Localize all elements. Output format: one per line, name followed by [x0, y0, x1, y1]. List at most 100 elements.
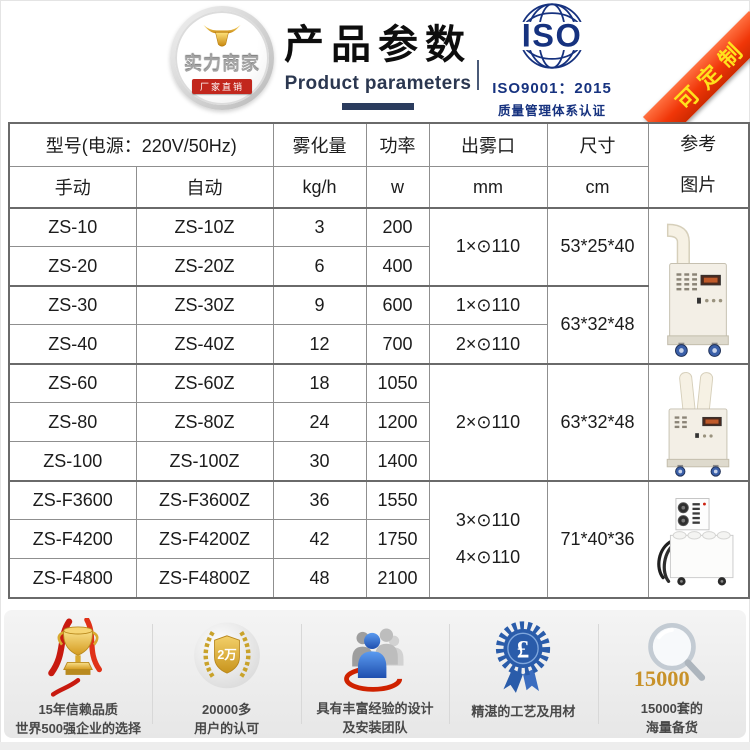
badge-text-line1: 具有丰富经验的设计 [316, 701, 434, 717]
table-row: ZS-10 ZS-10Z 3 200 1×⊙110 53*25*40 [8, 206, 750, 365]
product-image-medium [647, 362, 750, 482]
col-header-atomization: 雾化量 [272, 122, 367, 168]
cell-auto: ZS-60Z [135, 362, 274, 404]
cell-outlet: 3×⊙110 4×⊙110 [428, 479, 548, 599]
page-subtitle: Product parameters [284, 73, 472, 94]
badge-craftsmanship: £ 精湛的工艺及用材 [449, 610, 597, 738]
col-header-model: 型号(电源：220V/50Hz) [8, 122, 274, 168]
cell-manual: ZS-F4800 [8, 558, 137, 599]
cell-atomization: 24 [272, 402, 367, 443]
col-header-atomization-unit: kg/h [272, 166, 367, 209]
badge-text-line2: 用户的认可 [194, 720, 260, 736]
col-header-auto: 自动 [135, 166, 274, 209]
cell-auto: ZS-F4800Z [135, 558, 274, 599]
cell-manual: ZS-F4200 [8, 519, 137, 560]
brand-logo: 实力商家 厂家直销 [170, 6, 276, 112]
team-icon [337, 618, 413, 697]
badge-team-text: 具有丰富经验的设计 及安装团队 [317, 700, 434, 738]
cell-auto: ZS-100Z [135, 441, 274, 482]
table-row: ZS-40 ZS-40Z 12 700 2×⊙110 [8, 324, 749, 365]
footer-badges: 15年信赖品质 世界500强企业的选择 [4, 610, 746, 738]
cell-outlet: 2×⊙110 [428, 324, 548, 365]
cell-atomization: 18 [272, 362, 367, 404]
cell-power: 1750 [365, 519, 430, 560]
cell-auto: ZS-80Z [135, 402, 274, 443]
cell-power: 200 [365, 206, 430, 248]
cell-outlet: 2×⊙110 [428, 362, 548, 482]
iso-cert-text: 质量管理体系认证 [497, 104, 606, 118]
badge-text-line1: 15年信赖品质 [38, 702, 118, 717]
cell-manual: ZS-10 [8, 206, 137, 248]
cell-atomization: 36 [272, 479, 367, 521]
logo-inner: 实力商家 厂家直销 [175, 11, 269, 105]
table-row: ZS-100 ZS-100Z 30 1400 [8, 441, 749, 482]
product-image-large [647, 479, 750, 599]
cell-power: 1050 [365, 362, 430, 404]
humidifier-single-pipe-image [667, 223, 730, 357]
cell-power: 700 [365, 324, 430, 365]
table-row: ZS-F3600 ZS-F3600Z 36 1550 3×⊙110 4×⊙110… [8, 479, 750, 599]
col-header-power-unit: w [365, 166, 430, 209]
cell-atomization: 6 [272, 246, 367, 287]
badge-quality: 15年信赖品质 世界500强企业的选择 [4, 610, 152, 738]
cell-manual: ZS-20 [8, 246, 137, 287]
cell-atomization: 3 [272, 206, 367, 248]
col-header-power: 功率 [365, 122, 430, 168]
badge-text-line2: 世界500强企业的选择 [15, 720, 142, 736]
badge-text-line1: 15000套的 [640, 701, 703, 717]
cell-power: 600 [365, 284, 430, 326]
iso-standard-text: ISO9001：2015 [492, 80, 612, 97]
cell-outlet: 1×⊙110 [428, 284, 548, 326]
rosette-seal-icon: £ [486, 618, 560, 700]
cell-auto: ZS-F3600Z [135, 479, 274, 521]
badge-quality-text: 15年信赖品质 世界500强企业的选择 [15, 701, 141, 739]
stock-count-text: 15000 [634, 666, 690, 691]
cell-atomization: 42 [272, 519, 367, 560]
cell-atomization: 12 [272, 324, 367, 365]
badge-stock-text: 15000套的 海量备货 [641, 700, 703, 738]
badge-craftsmanship-text: 精湛的工艺及用材 [471, 703, 575, 722]
page-title: 产品参数 [284, 23, 472, 67]
cell-manual: ZS-60 [8, 362, 137, 404]
cell-auto: ZS-30Z [135, 284, 274, 326]
bull-icon [203, 24, 241, 46]
col-header-outlet: 出雾口 [428, 122, 548, 168]
iso-certification: ISO ISO9001：2015 质量管理体系认证 [486, 2, 618, 119]
badge-users: 2万 20000多 用户的认可 [152, 610, 300, 738]
badge-text-line2: 及安装团队 [342, 720, 408, 736]
table-row: ZS-F4800 ZS-F4800Z 48 2100 [8, 558, 749, 599]
cell-power: 2100 [365, 558, 430, 599]
cell-size: 71*40*36 [546, 479, 649, 599]
cell-manual: ZS-80 [8, 402, 137, 443]
cell-size: 53*25*40 [546, 206, 649, 287]
col-header-reference-line1: 参考 [680, 134, 717, 154]
cell-atomization: 48 [272, 558, 367, 599]
badge-stock: 15000 15000套的 海量备货 [597, 610, 746, 738]
cell-manual: ZS-100 [8, 441, 137, 482]
col-header-manual: 手动 [8, 166, 137, 209]
col-header-size-unit: cm [546, 166, 649, 209]
cell-manual: ZS-40 [8, 324, 137, 365]
table-header-row-2: 手动 自动 kg/h w mm cm [8, 166, 749, 209]
product-image-small [647, 206, 750, 365]
logo-ring: 实力商家 厂家直销 [170, 6, 274, 110]
title-underline [342, 103, 414, 110]
cell-power: 400 [365, 246, 430, 287]
badge-text-line2: 海量备货 [645, 720, 698, 736]
col-header-outlet-unit: mm [428, 166, 548, 209]
humidifier-chest-unit-image [657, 498, 734, 586]
header-divider [477, 60, 479, 90]
cell-manual: ZS-30 [8, 284, 137, 326]
magnifier-icon: 15000 [630, 618, 714, 697]
humidifier-double-pipe-image [666, 372, 730, 477]
trophy-icon [39, 618, 117, 698]
badge-text-line1: 精湛的工艺及用材 [471, 704, 576, 719]
cell-auto: ZS-F4200Z [135, 519, 274, 560]
medal-count-text: 2万 [217, 648, 236, 662]
cell-auto: ZS-40Z [135, 324, 274, 365]
rosette-symbol-text: £ [517, 636, 529, 663]
medal-wreath-icon: 2万 [188, 618, 266, 698]
cell-auto: ZS-20Z [135, 246, 274, 287]
table-row: ZS-30 ZS-30Z 9 600 1×⊙110 63*32*48 [8, 284, 749, 365]
